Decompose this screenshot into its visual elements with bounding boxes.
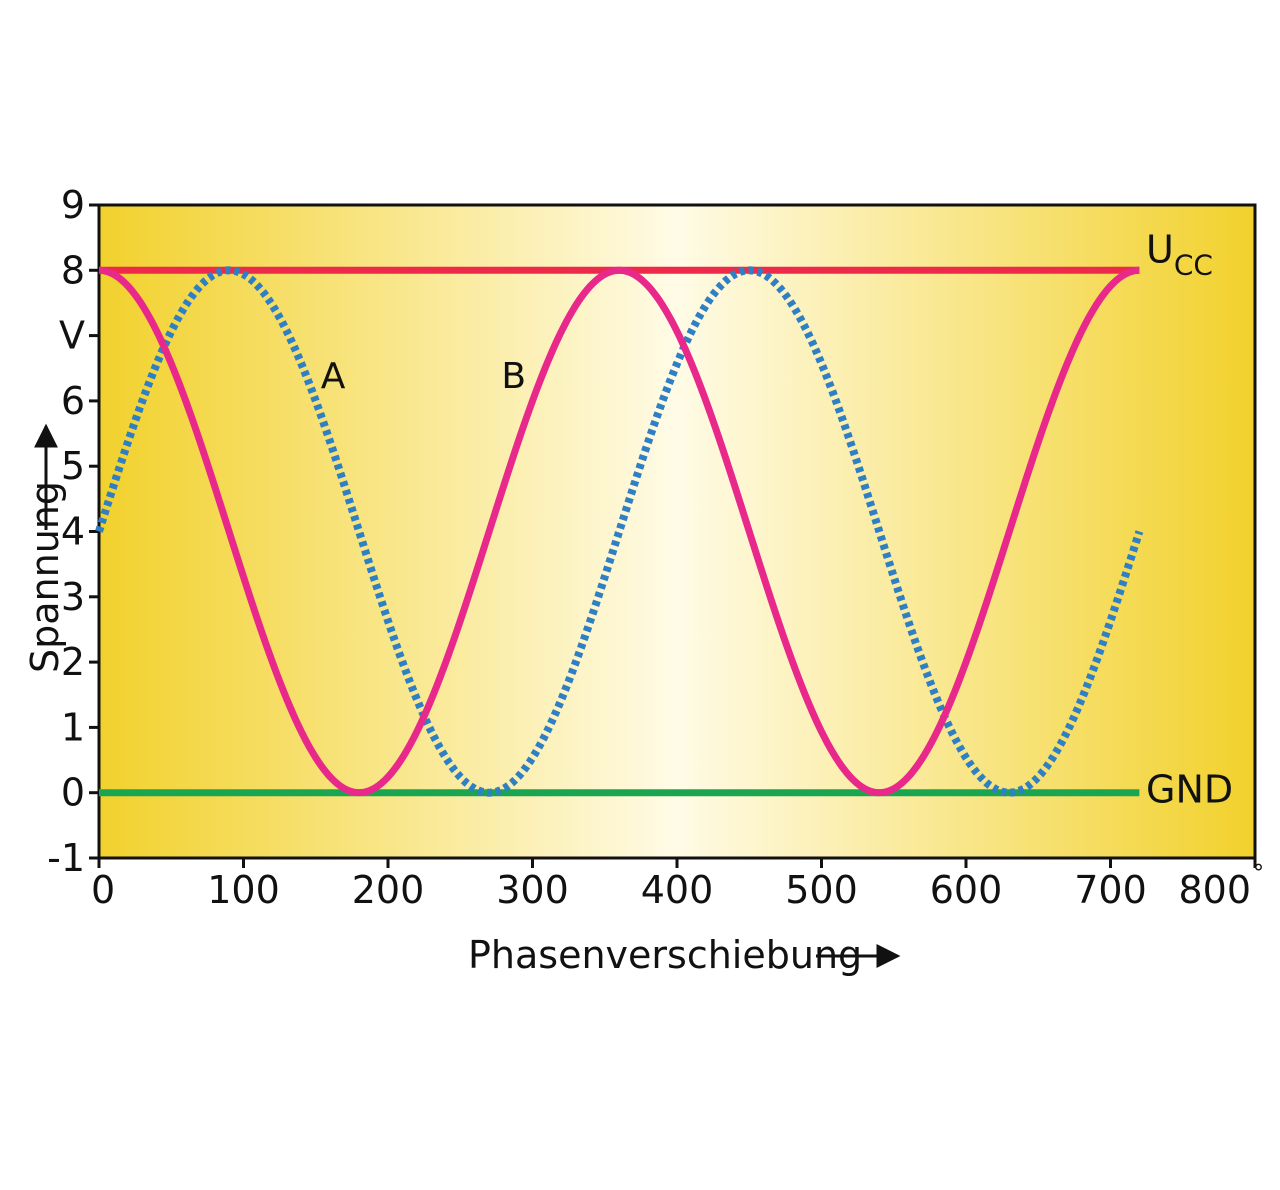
y-tick-label: 5: [61, 444, 85, 488]
y-tick-label: 3: [61, 575, 85, 619]
y-tick-label: 4: [61, 510, 85, 554]
y-tick-label: 0: [61, 771, 85, 815]
x-tick-label: 400: [641, 868, 714, 912]
y-tick-label: V: [59, 314, 85, 358]
y-tick-label: 2: [61, 640, 85, 684]
x-tick-label: 100: [207, 868, 280, 912]
ref-label-ucc: UCC: [1146, 227, 1213, 281]
x-tick-label: 600: [930, 868, 1003, 912]
series-layer: [95, 266, 1144, 797]
x-tick-label: 300: [496, 868, 569, 912]
series-label-a: A: [321, 356, 346, 397]
x-tick-label: 800: [1178, 868, 1251, 912]
y-tick-label: 6: [61, 379, 85, 423]
x-axis-title: Phasenverschiebung: [468, 933, 862, 977]
x-unit-label: °: [1253, 861, 1264, 886]
x-tick-label: 700: [1074, 868, 1147, 912]
y-axis-title-group: Spannung: [23, 423, 67, 673]
y-tick-label: 9: [61, 183, 85, 227]
series-b-line: [98, 266, 1140, 797]
series-label-b: B: [501, 356, 526, 397]
plot-area: [97, 203, 1257, 860]
x-axis: 0 100 200 300 400 500 600 700 800 °: [91, 858, 1264, 912]
x-tick-label: 200: [352, 868, 425, 912]
x-axis-title-group: Phasenverschiebung: [468, 933, 901, 977]
ref-label-gnd: GND: [1146, 768, 1233, 812]
y-tick-label: 8: [61, 248, 85, 292]
y-tick-label: 1: [61, 705, 85, 749]
series-a-line: [95, 266, 1144, 797]
y-tick-label: -1: [47, 836, 85, 880]
x-tick-label: 500: [785, 868, 858, 912]
y-axis: -1 0 1 2 3 4 5 6 V 8 9: [47, 183, 99, 880]
x-tick-label: 0: [91, 868, 115, 912]
